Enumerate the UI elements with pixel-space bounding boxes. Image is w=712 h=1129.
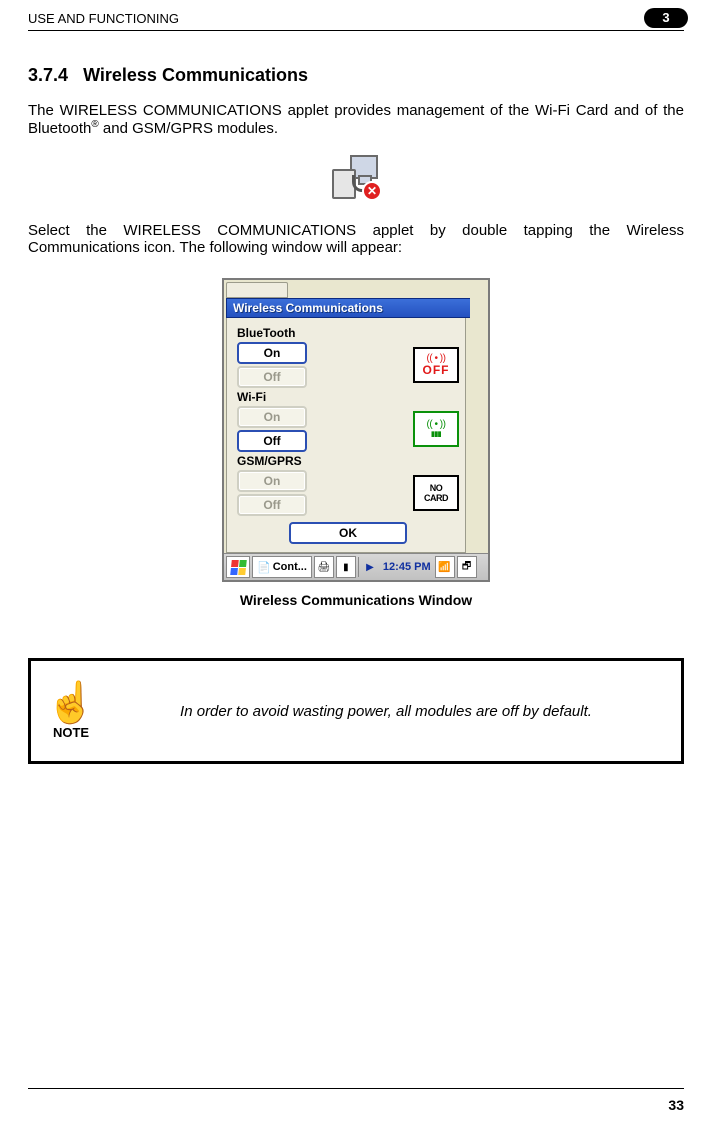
note-text: In order to avoid wasting power, all mod… — [107, 703, 665, 720]
bluetooth-status-text: OFF — [423, 364, 450, 376]
tray-arrow-icon[interactable]: ▶ — [361, 557, 379, 577]
gsm-label: GSM/GPRS — [237, 454, 459, 468]
gsm-off-button: Off — [237, 494, 307, 516]
note-label: NOTE — [35, 725, 107, 740]
bluetooth-off-button: Off — [237, 366, 307, 388]
note-hand-icon: ☝ — [35, 683, 107, 723]
header-title: USE AND FUNCTIONING — [28, 11, 179, 26]
section-title: Wireless Communications — [83, 65, 308, 85]
applet-icon-wrap: ✕ — [28, 155, 684, 206]
background-window-tab — [226, 282, 288, 298]
bluetooth-status-icon: (( • )) OFF — [413, 347, 459, 383]
taskbar-task-button[interactable]: 📄 Cont... — [252, 556, 312, 578]
wireless-window-screenshot: Wireless Communications BlueTooth On Off… — [222, 278, 490, 582]
gsm-status-line2: CARD — [424, 493, 448, 503]
para1-part-b: and GSM/GPRS modules. — [99, 120, 278, 137]
chapter-badge: 3 — [644, 8, 688, 28]
body-para-2: Select the WIRELESS COMMUNICATIONS apple… — [28, 222, 684, 256]
note-box: ☝ NOTE In order to avoid wasting power, … — [28, 658, 684, 764]
tray-icon-2[interactable]: ▮ — [336, 556, 356, 578]
wifi-on-button: On — [237, 406, 307, 428]
bluetooth-label: BlueTooth — [237, 326, 459, 340]
tray-show-desktop-icon[interactable]: 🗗 — [457, 556, 477, 578]
page-header: USE AND FUNCTIONING 3 — [28, 0, 684, 31]
taskbar: 📄 Cont... 🖨 ▮ ▶ 12:45 PM 📶 🗗 — [224, 553, 488, 580]
wifi-off-button[interactable]: Off — [237, 430, 307, 452]
window-body: BlueTooth On Off (( • )) OFF Wi-Fi — [226, 318, 466, 553]
tray-icon-1[interactable]: 🖨 — [314, 556, 334, 578]
body-para-1: The WIRELESS COMMUNICATIONS applet provi… — [28, 102, 684, 137]
gsm-status-icon: NO CARD — [413, 475, 459, 511]
windows-flag-icon — [230, 560, 247, 575]
taskbar-task-icon: 📄 — [257, 561, 271, 574]
bluetooth-on-button[interactable]: On — [237, 342, 307, 364]
ok-button[interactable]: OK — [289, 522, 407, 544]
taskbar-clock: 12:45 PM — [381, 561, 433, 573]
footer-rule — [28, 1088, 684, 1089]
wifi-status-bars: ▮▮▮ — [431, 430, 441, 438]
taskbar-task-label: Cont... — [273, 561, 307, 573]
screenshot-caption: Wireless Communications Window — [28, 592, 684, 608]
taskbar-sep — [358, 557, 359, 577]
wifi-status-icon: (( • )) ▮▮▮ — [413, 411, 459, 447]
disconnect-x-icon: ✕ — [362, 181, 382, 201]
scrollbar[interactable] — [470, 298, 486, 525]
registered-mark: ® — [91, 119, 98, 130]
wireless-communications-applet-icon: ✕ — [330, 155, 382, 201]
section-number: 3.7.4 — [28, 65, 68, 85]
start-button[interactable] — [226, 556, 250, 578]
gsm-on-button: On — [237, 470, 307, 492]
page-number: 33 — [668, 1097, 684, 1113]
tray-icon-3[interactable]: 📶 — [435, 556, 455, 578]
antenna-on-icon: (( • )) — [427, 420, 446, 430]
wifi-label: Wi-Fi — [237, 390, 459, 404]
section-heading: 3.7.4 Wireless Communications — [28, 65, 684, 86]
gsm-status-line1: NO — [430, 483, 443, 493]
window-titlebar: Wireless Communications — [226, 298, 486, 318]
